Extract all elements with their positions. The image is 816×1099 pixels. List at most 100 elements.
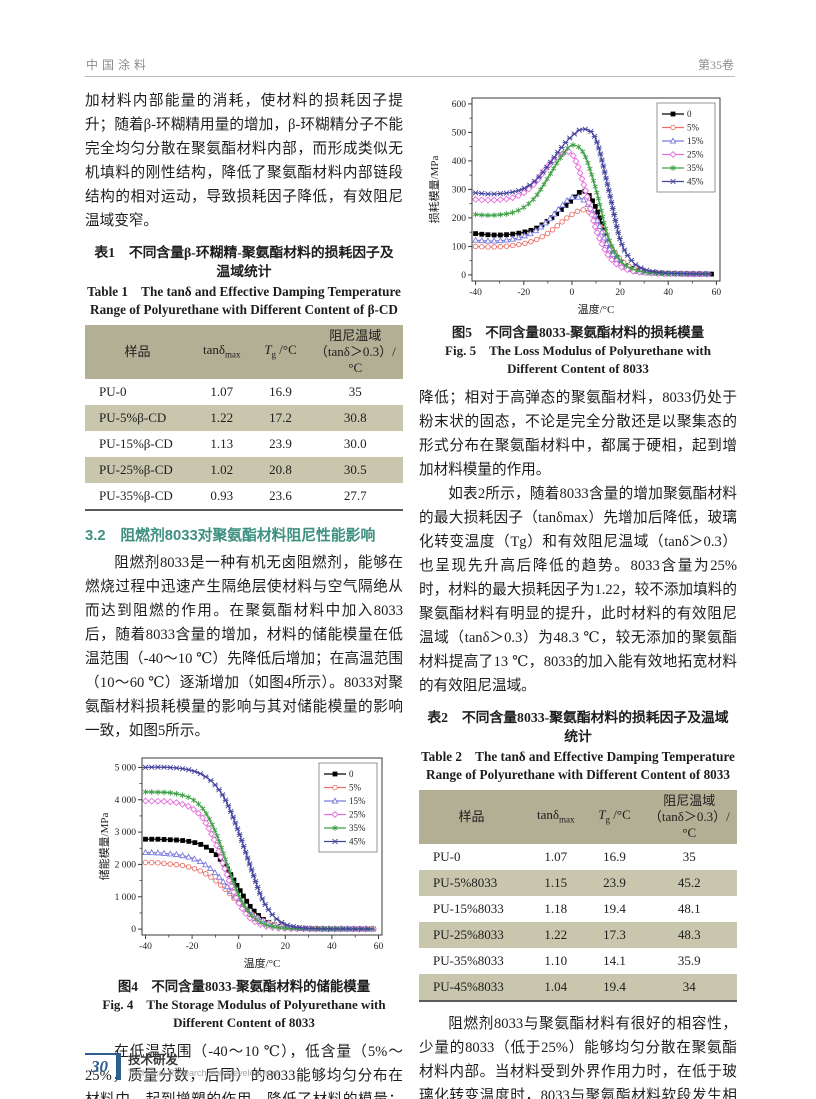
table-cell: 30.0 bbox=[343, 436, 367, 451]
paragraph: 在低温范围（-40～10 ℃），低含量（5%～25%，质量分数，后同）的8033… bbox=[85, 1044, 403, 1099]
fig4-chart: -40 -20 0 20 40 60 0 1 000 2 000 3 000 4 000 5 000 温… bbox=[85, 749, 403, 975]
svg-text:温度/°C: 温度/°C bbox=[244, 956, 281, 970]
svg-text:0: 0 bbox=[461, 271, 466, 281]
table-cell: 30.5 bbox=[343, 462, 367, 477]
svg-text:5 000: 5 000 bbox=[115, 763, 137, 773]
svg-text:200: 200 bbox=[452, 214, 467, 224]
fig5-caption-en: Fig. 5 The Loss Modulus of Polyurethane … bbox=[445, 343, 711, 376]
table-row: PU-15%8033 1.18 19.4 48.1 bbox=[419, 896, 737, 922]
fig5-chart: -40 -20 0 20 40 60 0 100 200 300 400 500 600 温度/°C 损耗模… bbox=[419, 89, 737, 321]
svg-text:100: 100 bbox=[452, 242, 467, 252]
table-cell: PU-35%β-CD bbox=[99, 488, 173, 503]
fig4-caption-cn: 图4 不同含量8033-聚氨酯材料的储能模量 bbox=[117, 979, 371, 994]
svg-text:-40: -40 bbox=[139, 942, 152, 952]
column-header-tand: tanδmax bbox=[189, 325, 254, 379]
table-cell: 23.9 bbox=[603, 875, 626, 890]
svg-text:5%: 5% bbox=[349, 783, 362, 793]
table-cell: 0.93 bbox=[210, 488, 234, 503]
page-footer: 30 技术研发 Technical Research and Developme… bbox=[85, 1053, 280, 1080]
paragraph: 如表2所示，随着8033含量的增加聚氨酯材料的最大损耗因子（tanδmax）先增… bbox=[419, 486, 737, 694]
svg-text:储能模量/MPa: 储能模量/MPa bbox=[97, 812, 111, 880]
fig5-svg: -40 -20 0 20 40 600100200300400500600温度/°C损耗模… bbox=[427, 97, 722, 316]
table-cell: 1.18 bbox=[544, 901, 568, 916]
svg-text:0: 0 bbox=[687, 109, 692, 119]
svg-text:45%: 45% bbox=[687, 177, 704, 187]
paragraph: 阻燃剂8033是一种有机无卤阻燃剂，能够在燃烧过程中迅速产生隔绝层使材料与空气隔… bbox=[85, 555, 403, 739]
svg-text:25%: 25% bbox=[349, 810, 366, 820]
table-cell: PU-25%β-CD bbox=[99, 462, 173, 477]
header-rule bbox=[85, 76, 735, 77]
svg-text:20: 20 bbox=[281, 942, 291, 952]
table-cell: 34 bbox=[682, 979, 696, 994]
table-cell: 20.8 bbox=[269, 462, 292, 477]
right-column: -40 -20 0 20 40 60 0 100 200 300 400 500 600 温度/°C 损耗模… bbox=[419, 89, 737, 1099]
footer-bar bbox=[116, 1053, 121, 1080]
column-header-sample: 样品 bbox=[419, 790, 524, 844]
table-cell: 35 bbox=[682, 849, 696, 864]
table-row: PU-25%8033 1.22 17.3 48.3 bbox=[419, 922, 737, 948]
table-row: PU-0 1.07 16.9 35 bbox=[85, 379, 403, 405]
table-cell: 19.4 bbox=[603, 979, 626, 994]
svg-text:35%: 35% bbox=[687, 163, 704, 173]
table-cell: 1.22 bbox=[210, 410, 234, 425]
section-heading-3-2: 3.2 阻燃剂8033对聚氨酯材料阻尼性能影响 bbox=[85, 528, 376, 544]
table-cell: 45.2 bbox=[677, 875, 701, 890]
table-cell: 1.13 bbox=[210, 436, 234, 451]
volume-number: 第35卷 bbox=[697, 58, 734, 72]
svg-text:40: 40 bbox=[663, 288, 673, 298]
table1-title-en: Table 1 The tanδ and Effective Damping T… bbox=[87, 284, 401, 317]
table-row: PU-35%β-CD 0.93 23.6 27.7 bbox=[85, 483, 403, 510]
column-header-tg: Tg /°C bbox=[587, 790, 642, 844]
table-header-row: 样品 tanδmax Tg /°C 阻尼温域 （tanδ＞0.3）/°C bbox=[419, 790, 737, 844]
table-cell: 30.8 bbox=[343, 410, 367, 425]
svg-text:0: 0 bbox=[131, 925, 136, 935]
svg-text:600: 600 bbox=[452, 100, 467, 110]
svg-text:0: 0 bbox=[349, 769, 354, 779]
svg-text:温度/°C: 温度/°C bbox=[578, 302, 615, 316]
table-row: PU-0 1.07 16.9 35 bbox=[419, 844, 737, 870]
table-cell: 1.02 bbox=[210, 462, 234, 477]
svg-text:-20: -20 bbox=[186, 942, 199, 952]
column-header-tg: Tg /°C bbox=[253, 325, 308, 379]
fig4-svg: -40 -20 0 20 40 60 0 1 000 2 000 3 000 4 000 5 000 温… bbox=[97, 757, 384, 970]
svg-text:45%: 45% bbox=[349, 837, 366, 847]
table-cell: 35 bbox=[348, 384, 362, 399]
table-cell: 16.9 bbox=[269, 384, 292, 399]
table-cell: PU-15%β-CD bbox=[99, 436, 173, 451]
table-row: PU-25%β-CD 1.02 20.8 30.5 bbox=[85, 457, 403, 483]
column-header-damping: 阻尼温域 （tanδ＞0.3）/°C bbox=[307, 325, 403, 379]
table-cell: 1.07 bbox=[210, 384, 234, 399]
svg-text:20: 20 bbox=[615, 288, 625, 298]
table-cell: 35.9 bbox=[677, 953, 701, 968]
table-cell: PU-0 bbox=[99, 384, 127, 399]
svg-text:60: 60 bbox=[712, 288, 722, 298]
svg-text:2 000: 2 000 bbox=[115, 860, 137, 870]
fig5-caption-cn: 图5 不同含量8033-聚氨酯材料的损耗模量 bbox=[451, 325, 705, 340]
table-cell: PU-5%β-CD bbox=[99, 410, 167, 425]
table-cell: 23.9 bbox=[269, 436, 292, 451]
table-row: PU-35%8033 1.10 14.1 35.9 bbox=[419, 948, 737, 974]
column-header-sample: 样品 bbox=[85, 325, 190, 379]
table-cell: 27.7 bbox=[343, 488, 367, 503]
svg-text:40: 40 bbox=[327, 942, 337, 952]
page-number: 30 bbox=[85, 1053, 116, 1078]
table-cell: 48.3 bbox=[677, 927, 701, 942]
table-cell: PU-45%8033 bbox=[433, 979, 504, 994]
table-row: PU-15%β-CD 1.13 23.9 30.0 bbox=[85, 431, 403, 457]
svg-text:4 000: 4 000 bbox=[115, 796, 137, 806]
svg-text:400: 400 bbox=[452, 157, 467, 167]
table-cell: PU-25%8033 bbox=[433, 927, 504, 942]
table-row: PU-5%8033 1.15 23.9 45.2 bbox=[419, 870, 737, 896]
footer-section-cn: 技术研发 bbox=[128, 1053, 179, 1067]
paragraph: 加材料内部能量的消耗，使材料的损耗因子提升；随着β-环糊精用量的增加，β-环糊精… bbox=[85, 93, 403, 229]
table-cell: 1.10 bbox=[544, 953, 568, 968]
table-row: PU-45%8033 1.04 19.4 34 bbox=[419, 974, 737, 1001]
column-header-damping: 阻尼温域 （tanδ＞0.3）/°C bbox=[641, 790, 737, 844]
paragraph: 阻燃剂8033与聚氨酯材料有很好的相容性，少量的8033（低于25%）能够均匀分… bbox=[419, 1016, 737, 1099]
table-cell: 1.22 bbox=[544, 927, 568, 942]
table-cell: PU-0 bbox=[433, 849, 461, 864]
table-cell: 17.3 bbox=[603, 927, 626, 942]
fig4-caption-en: Fig. 4 The Storage Modulus of Polyuretha… bbox=[102, 997, 386, 1030]
table1-title-cn: 表1 不同含量β-环糊精-聚氨酯材料的损耗因子及温域统计 bbox=[94, 245, 394, 279]
